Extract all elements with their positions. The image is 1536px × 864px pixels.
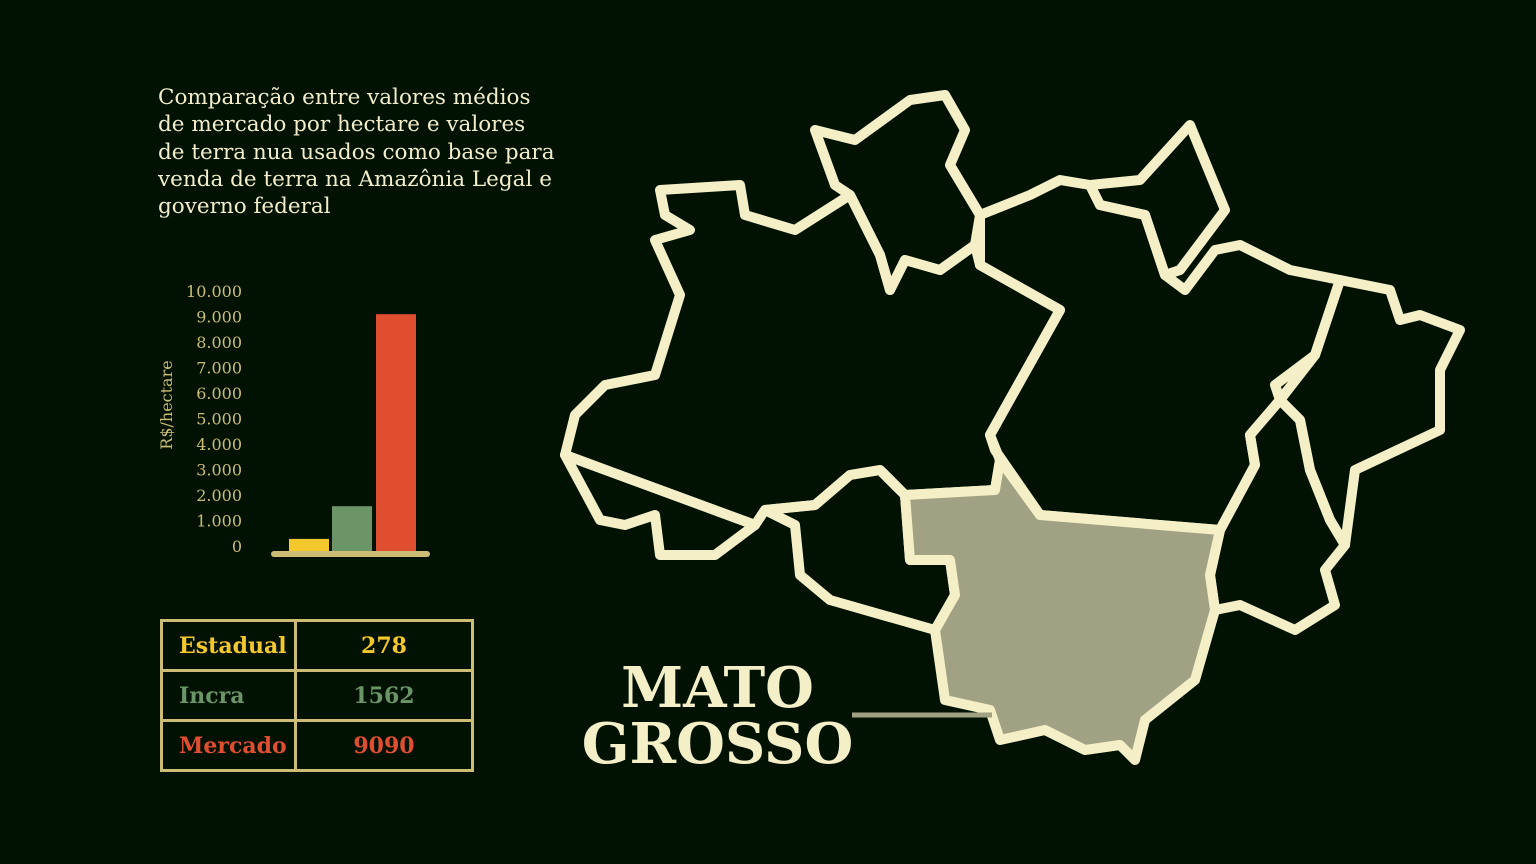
y-tick-label: 8.000	[196, 333, 242, 352]
state-maranhao	[1275, 275, 1465, 550]
y-axis-label: R$/hectare	[157, 360, 176, 449]
y-tick-label: 2.000	[196, 486, 242, 505]
bar-estadual	[289, 538, 329, 551]
y-tick-label: 6.000	[196, 384, 242, 403]
values-table: Estadual 278 Incra 1562 Mercado 9090	[160, 619, 474, 772]
chart-title: Comparação entre valores médios de merca…	[158, 85, 555, 220]
state-roraima	[810, 90, 985, 295]
map-label-line1: MATO	[621, 655, 814, 721]
x-axis-baseline	[271, 551, 430, 557]
y-tick-label: 1.000	[196, 512, 242, 531]
row-value: 278	[294, 619, 474, 672]
state-mato-grosso	[900, 455, 1225, 765]
map-label-mato-grosso: MATO GROSSO	[580, 660, 855, 772]
y-tick-label: 7.000	[196, 359, 242, 378]
y-tick-label: 10.000	[186, 282, 242, 301]
y-tick-label: 0	[232, 537, 242, 556]
table-row: Incra 1562	[160, 669, 474, 722]
bar-incra	[332, 506, 372, 551]
state-amazonas	[560, 180, 1065, 530]
state-tocantins	[1205, 395, 1350, 635]
row-value: 1562	[294, 669, 474, 722]
row-label: Mercado	[160, 719, 297, 772]
table-row: Estadual 278	[160, 619, 474, 672]
bar-mercado	[376, 314, 416, 551]
row-value: 9090	[294, 719, 474, 772]
y-tick-label: 4.000	[196, 435, 242, 454]
table-row: Mercado 9090	[160, 719, 474, 772]
y-tick-label: 5.000	[196, 410, 242, 429]
state-acre	[560, 450, 760, 560]
map-label-line2: GROSSO	[581, 711, 854, 777]
row-label: Incra	[160, 669, 297, 722]
row-label: Estadual	[160, 619, 297, 672]
state-para	[975, 175, 1345, 535]
y-tick-label: 9.000	[196, 308, 242, 327]
y-tick-label: 3.000	[196, 461, 242, 480]
